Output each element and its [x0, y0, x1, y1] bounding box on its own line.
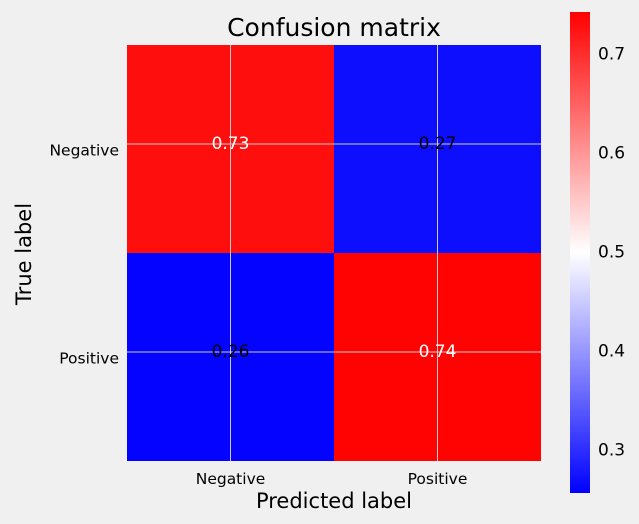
cell-value-label: 0.27 — [419, 134, 457, 154]
heatmap-cells — [127, 45, 541, 461]
x-axis-ticks: Negative Positive — [196, 470, 468, 488]
grid-lines — [127, 45, 541, 461]
x-axis-label: Predicted label — [256, 489, 412, 513]
x-tick-label: Positive — [408, 470, 468, 488]
y-axis-label: True label — [12, 203, 36, 306]
x-tick-label: Negative — [196, 470, 266, 488]
cell-value-labels: 0.73 0.27 0.26 0.74 — [212, 134, 457, 362]
cell-value-label: 0.74 — [419, 342, 457, 362]
y-tick-label: Negative — [49, 142, 119, 160]
y-tick-label: Positive — [59, 350, 119, 368]
colorbar-tick-label: 0.6 — [598, 144, 625, 164]
colorbar-tick-label: 0.7 — [598, 45, 625, 65]
chart-title: Confusion matrix — [227, 13, 441, 42]
colorbar-tick-label: 0.4 — [598, 341, 625, 361]
colorbar-tick-label: 0.5 — [598, 243, 625, 263]
colorbar — [570, 12, 590, 493]
colorbar-tick-label: 0.3 — [598, 440, 625, 460]
cell-value-label: 0.26 — [212, 342, 250, 362]
y-axis-ticks: Negative Positive — [49, 142, 119, 368]
cell-value-label: 0.73 — [212, 134, 250, 154]
colorbar-ticks: 0.3 0.4 0.5 0.6 0.7 — [598, 45, 625, 461]
